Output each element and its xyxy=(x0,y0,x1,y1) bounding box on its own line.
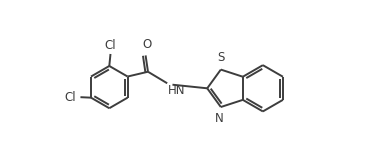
Text: O: O xyxy=(142,38,151,51)
Text: N: N xyxy=(215,112,224,125)
Text: S: S xyxy=(217,51,224,64)
Text: Cl: Cl xyxy=(65,91,76,104)
Text: HN: HN xyxy=(168,84,185,97)
Text: Cl: Cl xyxy=(105,39,116,52)
